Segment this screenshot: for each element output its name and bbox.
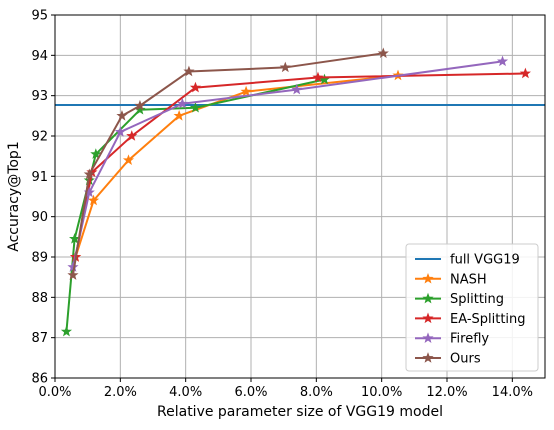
legend-label: Splitting — [450, 292, 504, 307]
y-tick-label: 86 — [31, 372, 48, 387]
data-point — [134, 99, 146, 111]
y-tick-label: 88 — [31, 291, 48, 306]
series-ea-splitting — [70, 67, 531, 262]
x-axis-label: Relative parameter size of VGG19 model — [157, 404, 443, 420]
x-tick-label: 6.0% — [234, 385, 267, 400]
y-tick-label: 95 — [31, 9, 48, 24]
data-point — [496, 55, 509, 67]
data-point — [60, 325, 73, 337]
data-point — [176, 97, 188, 109]
x-tick-label: 2.0% — [104, 385, 137, 400]
x-tick-label: 8.0% — [300, 385, 333, 400]
ticks: 0.0% 2.0% 4.0% 6.0% 8.0% 10.0% 12.0% 14.0% 86 87 8… — [31, 9, 533, 401]
data-point — [519, 67, 531, 79]
series-line — [65, 78, 325, 332]
data-point — [312, 71, 324, 83]
data-point — [291, 83, 303, 95]
legend-label: Firefly — [450, 332, 489, 347]
y-tick-label: 90 — [31, 210, 48, 225]
data-point — [67, 269, 79, 280]
legend-item: EA-Splitting — [415, 312, 526, 327]
x-tick-label: 10.0% — [361, 385, 402, 400]
x-tick-label: 12.0% — [426, 385, 467, 400]
legend-marker — [422, 332, 434, 343]
data-point — [189, 101, 202, 113]
legend-marker — [422, 312, 434, 324]
series-line — [74, 74, 399, 258]
legend-label: EA-Splitting — [450, 312, 526, 327]
legend-marker — [422, 292, 434, 304]
y-tick-label: 93 — [31, 89, 48, 104]
series-layer — [60, 47, 531, 337]
legend-marker — [422, 352, 434, 363]
y-tick-label: 87 — [31, 331, 48, 346]
data-point — [83, 168, 95, 180]
data-point — [114, 126, 126, 137]
data-point — [240, 85, 252, 97]
x-tick-label: 0.0% — [38, 385, 71, 400]
series-ours — [67, 47, 389, 280]
legend-box — [405, 243, 539, 372]
y-tick-label: 92 — [31, 130, 48, 145]
legend-label: full VGG19 — [450, 253, 520, 268]
series-firefly — [67, 55, 509, 272]
legend-item: Ours — [415, 352, 481, 367]
series-line — [71, 60, 503, 268]
data-point — [377, 47, 389, 59]
data-point — [116, 109, 128, 121]
legend-item: NASH — [415, 272, 487, 287]
legend: full VGG19 NASH Splitting EA-Splitting Firef… — [405, 243, 539, 372]
data-point — [122, 154, 135, 165]
x-tick-label: 14.0% — [492, 385, 533, 400]
plot-frame — [54, 14, 546, 379]
y-tick-label: 91 — [31, 170, 48, 185]
y-axis-label: Accuracy@Top1 — [6, 141, 22, 251]
series-line — [71, 52, 384, 276]
series-line — [74, 72, 526, 258]
legend-item: Splitting — [415, 292, 504, 307]
data-point — [126, 130, 138, 141]
series-splitting — [60, 73, 331, 337]
y-tick-label: 89 — [31, 251, 48, 266]
legend-marker — [422, 272, 434, 284]
y-tick-label: 94 — [31, 49, 48, 64]
data-point — [87, 194, 100, 206]
data-point — [173, 109, 185, 121]
legend-item: Firefly — [415, 332, 489, 347]
data-point — [279, 61, 291, 73]
data-point — [90, 148, 102, 159]
legend-label: Ours — [450, 352, 481, 367]
x-tick-label: 4.0% — [169, 385, 202, 400]
data-point — [183, 65, 195, 77]
data-point — [189, 81, 202, 93]
legend-item: full VGG19 — [415, 253, 520, 268]
legend-label: NASH — [450, 272, 487, 287]
